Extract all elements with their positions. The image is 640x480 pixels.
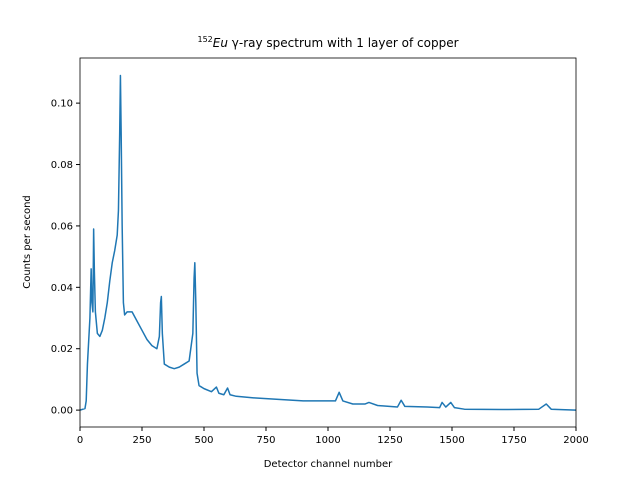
x-tick-label: 750 [256,435,275,446]
y-tick-label: 0.02 [51,344,73,355]
x-tick-label: 1750 [501,435,526,446]
chart-title: 152Eu γ-ray spectrum with 1 layer of cop… [197,35,458,50]
y-tick-label: 0.06 [51,221,73,232]
spectrum-line [79,74,577,411]
y-tick-label: 0.10 [51,99,73,110]
x-tick-label: 250 [132,435,151,446]
x-tick-label: 1250 [377,435,402,446]
y-axis-label: Counts per second [22,195,33,289]
x-tick-label: 1500 [439,435,464,446]
x-tick-label: 0 [77,435,83,446]
x-tick-label: 1000 [315,435,340,446]
y-tick-label: 0.04 [51,283,73,294]
y-tick-label: 0.00 [51,406,73,417]
title-superscript: 152 [197,35,212,44]
x-axis-label: Detector channel number [264,459,393,470]
title-text: γ-ray spectrum with 1 layer of copper [228,36,459,50]
plot-frame [79,57,577,428]
y-tick-label: 0.08 [51,160,73,171]
x-tick-label: 2000 [563,435,588,446]
x-tick-label: 500 [194,435,213,446]
title-element: Eu [213,36,229,50]
